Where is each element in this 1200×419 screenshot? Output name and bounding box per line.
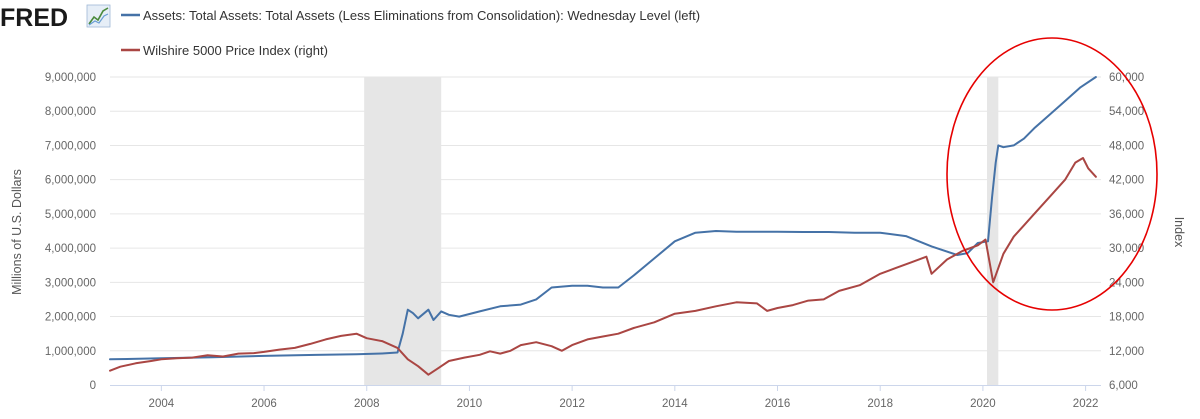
x-tick-label: 2014 — [662, 398, 688, 410]
x-tick-label: 2018 — [867, 398, 893, 410]
series-line-wilshire-5000 — [109, 157, 1097, 376]
right-tick-label: 42,000 — [1109, 175, 1144, 187]
left-tick-label: 9,000,000 — [45, 72, 96, 84]
right-tick-label: 48,000 — [1109, 140, 1144, 152]
recession-band-1 — [987, 77, 999, 385]
left-tick-label: 1,000,000 — [45, 346, 96, 358]
x-tick-label: 2008 — [354, 398, 380, 410]
left-tick-label: 5,000,000 — [45, 209, 96, 221]
right-tick-label: 6,000 — [1109, 380, 1138, 392]
left-tick-label: 7,000,000 — [45, 140, 96, 152]
left-axis-title: Millions of U.S. Dollars — [10, 169, 24, 295]
left-tick-label: 0 — [90, 380, 96, 392]
left-tick-label: 6,000,000 — [45, 175, 96, 187]
left-tick-label: 4,000,000 — [45, 243, 96, 255]
right-tick-label: 54,000 — [1109, 106, 1144, 118]
fred-logo[interactable]: FRED — [0, 4, 111, 32]
x-tick-label: 2012 — [559, 398, 585, 410]
right-axis-ticks: 6,00012,00018,00024,00030,00036,00042,00… — [1109, 72, 1144, 392]
x-tick-label: 2020 — [970, 398, 996, 410]
legend: Assets: Total Assets: Total Assets (Less… — [121, 8, 700, 58]
right-axis-title: Index — [1172, 217, 1186, 248]
left-tick-label: 2,000,000 — [45, 312, 96, 324]
x-axis-ticks: 2004 2006 2008 2010 2012 2014 2016 2018 2020 2022 — [149, 385, 1099, 410]
right-tick-label: 36,000 — [1109, 209, 1144, 221]
left-axis-ticks: 0 1,000,000 2,000,000 3,000,000 4,000,000 5,0… — [45, 72, 96, 392]
right-tick-label: 30,000 — [1109, 243, 1144, 255]
x-tick-label: 2006 — [251, 398, 277, 410]
fred-logo-text: FRED — [0, 4, 68, 32]
legend-item-wilshire[interactable]: Wilshire 5000 Price Index (right) — [121, 43, 328, 58]
series-line-total-assets — [109, 76, 1097, 361]
x-tick-label: 2022 — [1073, 398, 1099, 410]
x-tick-label: 2004 — [149, 398, 175, 410]
recession-band-0 — [364, 77, 442, 385]
left-tick-label: 8,000,000 — [45, 106, 96, 118]
recession-shading — [364, 77, 999, 385]
series-lines — [109, 76, 1097, 376]
right-tick-label: 18,000 — [1109, 312, 1144, 324]
right-tick-label: 12,000 — [1109, 346, 1144, 358]
fred-logo-graph-icon — [86, 4, 111, 28]
highlight-circle-annotation — [946, 37, 1158, 311]
legend-item-total-assets[interactable]: Assets: Total Assets: Total Assets (Less… — [121, 8, 700, 23]
left-tick-label: 3,000,000 — [45, 277, 96, 289]
legend-label-total-assets: Assets: Total Assets: Total Assets (Less… — [143, 8, 700, 23]
x-tick-label: 2010 — [457, 398, 483, 410]
x-tick-label: 2016 — [765, 398, 791, 410]
legend-label-wilshire: Wilshire 5000 Price Index (right) — [143, 43, 328, 58]
